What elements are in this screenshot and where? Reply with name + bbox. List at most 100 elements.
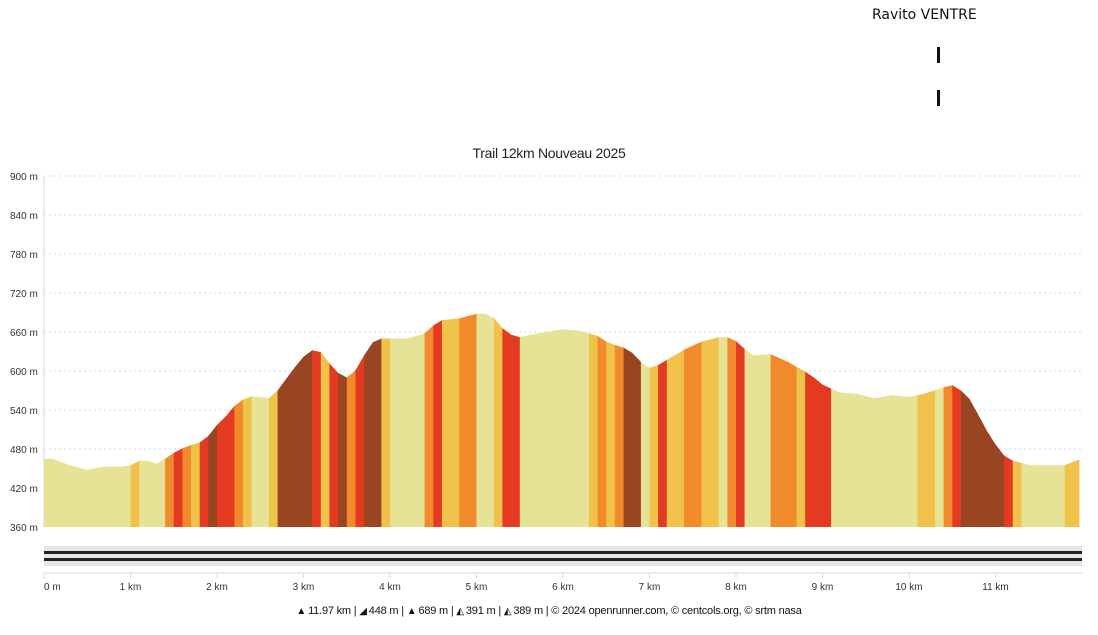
y-tick-label: 360 m (10, 523, 38, 534)
slope-band (364, 313, 382, 527)
slope-band (234, 313, 244, 527)
slope-band (935, 313, 945, 527)
slope-band (727, 313, 737, 527)
min-altitude-icon: ◭ (456, 606, 464, 617)
slope-band (191, 313, 201, 527)
slope-band (242, 313, 253, 527)
slope-band (277, 313, 313, 527)
slope-band (952, 313, 962, 527)
y-tick-label: 780 m (10, 250, 38, 261)
slope-band (338, 313, 348, 527)
ravito-label: Ravito VENTRE (872, 7, 977, 23)
slope-band (649, 313, 659, 527)
slope-band (805, 313, 832, 527)
slope-band (182, 313, 192, 527)
slope-band (589, 313, 599, 527)
x-tick-label: 11 km (982, 582, 1009, 593)
slope-band (346, 313, 356, 527)
slope-band (943, 313, 953, 527)
slope-band (268, 313, 279, 527)
slope-band (355, 313, 365, 527)
slope-band (165, 313, 175, 527)
slope-band (459, 313, 478, 527)
slope-band (614, 313, 625, 527)
y-axis-ticks: 360 m 420 m 480 m 540 m 600 m 660 m 720 m 780 m… (10, 172, 38, 534)
slope-band (217, 313, 235, 527)
y-tick-label: 840 m (10, 211, 38, 222)
slope-band (44, 313, 132, 527)
slope-band (796, 313, 806, 527)
y-tick-label: 720 m (10, 289, 38, 300)
slope-band (744, 313, 772, 527)
slope-band (312, 313, 322, 527)
x-tick-label: 7 km (639, 582, 661, 593)
slope-band (606, 313, 616, 527)
stat-descent: 389 m (513, 605, 543, 617)
y-tick-label: 660 m (10, 328, 38, 339)
slope-band (640, 313, 651, 527)
stat-max-altitude: 689 m (418, 605, 449, 617)
slope-band (381, 313, 391, 527)
slope-band (1021, 313, 1066, 527)
ravito-marker-bottom (937, 90, 940, 106)
x-tick-label: 0 m (44, 582, 61, 593)
y-tick-label: 480 m (10, 445, 38, 456)
distance-icon: ▲ (296, 606, 307, 617)
slope-band (736, 313, 746, 527)
x-tick-label: 8 km (725, 582, 747, 593)
slope-band (390, 313, 426, 527)
chart-title: Trail 12km Nouveau 2025 (472, 145, 626, 161)
stat-distance: 11.97 km (308, 605, 351, 617)
x-tick-label: 9 km (812, 582, 834, 593)
slope-band (329, 313, 339, 527)
slope-band (519, 313, 590, 527)
slope-band (199, 313, 209, 527)
slope-band (701, 313, 720, 527)
max-altitude-icon: ▲ (406, 606, 417, 617)
slope-band (1012, 313, 1023, 527)
slope-band (960, 313, 1005, 527)
stat-min-altitude: 391 m (465, 605, 496, 617)
descent-icon: ◭ (503, 606, 512, 617)
slope-band (718, 313, 728, 527)
slope-band (1064, 313, 1080, 527)
slope-band (208, 313, 218, 527)
slope-band (173, 313, 184, 527)
ascent-icon: ◢ (359, 606, 367, 617)
slope-band (320, 313, 330, 527)
slope-band (917, 313, 936, 527)
stat-ascent: 448 m (368, 605, 399, 617)
y-tick-label: 600 m (10, 367, 38, 378)
slope-band (666, 313, 685, 527)
x-axis-ticks: 0 m 1 km 2 km 3 km 4 km 5 km 6 km 7 km 8 km 9 km 1… (43, 573, 1009, 593)
slope-band (424, 313, 434, 527)
slope-band (139, 313, 166, 527)
slope-band (441, 313, 460, 527)
x-tick-label: 1 km (120, 582, 142, 593)
slope-band (1004, 313, 1014, 527)
range-scrollbar[interactable] (44, 546, 1082, 566)
x-tick-label: 4 km (379, 582, 401, 593)
slope-band (502, 313, 521, 527)
slope-band (130, 313, 140, 527)
x-tick-label: 2 km (206, 582, 228, 593)
slope-band (476, 313, 495, 527)
credits: © 2024 openrunner.com, © centcols.org, ©… (551, 605, 802, 617)
x-tick-label: 6 km (552, 582, 574, 593)
slope-band (433, 313, 443, 527)
slope-band (493, 313, 503, 527)
slope-band (684, 313, 702, 527)
slope-band (831, 313, 919, 527)
y-tick-label: 540 m (10, 406, 38, 417)
footer-stats: ▲ 11.97 km | ◢ 448 m | ▲ 689 m | ◭ 391 m | ◭… (296, 605, 802, 617)
ravito-marker-top (937, 47, 940, 63)
x-tick-label: 3 km (293, 582, 315, 593)
slope-band (658, 313, 668, 527)
slope-band (251, 313, 270, 527)
y-tick-label: 900 m (10, 172, 38, 183)
slope-bands (44, 313, 1080, 527)
x-tick-label: 5 km (466, 582, 488, 593)
slope-band (597, 313, 607, 527)
x-tick-label: 10 km (895, 582, 922, 593)
